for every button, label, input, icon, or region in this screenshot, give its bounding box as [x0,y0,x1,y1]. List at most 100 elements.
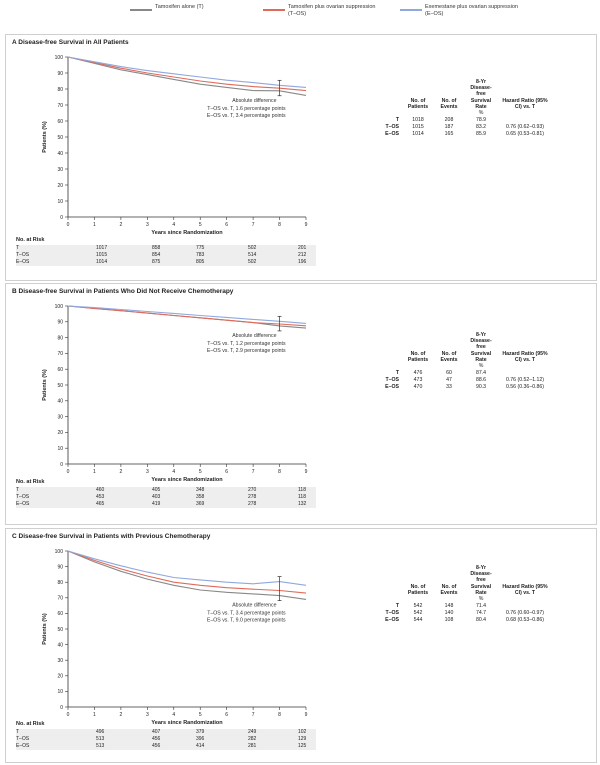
stats-header: Hazard Ratio (95% CI) vs. T [502,583,548,596]
stats-cell: 88.6 [475,377,487,384]
risk-group: T–OS [16,736,30,742]
risk-row: T 1017 858 775 502 201 [16,245,316,252]
stats-header: 8-Yr Disease-free Survival Rate [470,332,492,363]
risk-value: 805 [196,259,205,265]
x-tick-label: 9 [305,469,308,475]
risk-value: 270 [248,487,257,493]
risk-value: 502 [248,245,257,251]
x-tick-label: 1 [93,469,96,475]
risk-row: E–OS 513 456 414 281 125 [16,743,316,750]
y-tick-label: 70 [57,103,63,109]
risk-value: 396 [196,736,205,742]
stats-header [382,332,402,363]
risk-value: 102 [298,729,307,735]
risk-value: 513 [96,736,105,742]
panel-b-title: B Disease-free Survival in Patients Who … [12,288,234,295]
stats-row: T 542 148 71.4 [382,603,552,610]
panel-c-stats: No. of Patients No. of Events 8-Yr Disease… [382,565,552,624]
series-line-tos [67,550,307,594]
stats-cell: 0.68 (0.53–0.86) [505,617,545,624]
y-tick-label: 50 [57,383,63,389]
y-tick-label: 20 [57,430,63,436]
x-tick-label: 0 [67,712,70,718]
stats-row: T 476 60 87.4 [382,370,552,377]
x-tick-label: 4 [172,712,175,718]
stats-row: E–OS 1014 165 85.9 0.65 (0.53–0.81) [382,131,552,138]
y-tick-label: 80 [57,87,63,93]
stats-cell: T [395,117,399,124]
stats-unit [434,596,464,603]
risk-value: 453 [96,494,105,500]
stats-cell: 148 [444,603,454,610]
risk-group: E–OS [16,259,30,265]
y-tick-label: 30 [57,658,63,664]
stats-cell: 74.7 [475,610,487,617]
legend-swatch-eos [400,9,422,11]
risk-value: 496 [96,729,105,735]
risk-value: 278 [248,501,257,507]
stats-unit [382,596,402,603]
stats-unit [434,363,464,370]
panel-a-plot: 0 10 20 30 40 50 60 70 80 90 100 0 1 2 3 4 5 6 7 8 9 Patients… [42,55,308,235]
x-tick-label: 2 [119,222,122,228]
y-tick-label: 90 [57,71,63,77]
stats-cell [498,370,552,377]
y-tick-label: 70 [57,596,63,602]
panel-b-plot: 0 10 20 30 40 50 60 70 80 90 100 0 1 2 3 4 5 6 7 8 9 Patients… [42,304,308,482]
stats-cell: 80.4 [475,617,487,624]
stats-header [382,79,402,110]
x-tick-label: 3 [146,222,149,228]
x-tick-label: 0 [67,469,70,475]
y-tick-label: 30 [57,167,63,173]
annotation-line: T–OS vs. T, 3.4 percentage points [207,611,286,617]
panel-a-risk: No. at Risk T 1017 858 775 502 201 T–OS 1015 854 7… [16,237,316,266]
stats-cell: 208 [444,117,454,124]
annotation-heading: Absolute difference [232,98,276,104]
risk-value: 456 [152,743,161,749]
axes [67,57,306,218]
series-line-t [67,550,307,600]
risk-group: T–OS [16,494,30,500]
risk-value: 212 [298,252,307,258]
x-tick-label: 6 [225,469,228,475]
y-tick-label: 100 [55,55,64,61]
risk-group: E–OS [16,501,30,507]
stats-cell: 0.76 (0.62–0.93) [505,124,545,131]
stats-cell: 108 [444,617,454,624]
annotation-line: T–OS vs. T, 1.6 percentage points [207,106,286,112]
stats-unit: % [478,596,484,603]
risk-value: 403 [152,494,161,500]
stats-cell: 0.56 (0.36–0.86) [505,384,545,391]
risk-group: T–OS [16,252,30,258]
annotation-line: T–OS vs. T, 1.2 percentage points [207,341,286,347]
x-axis-label: Years since Randomization [151,230,223,235]
series-line-eos [67,550,307,586]
stats-cell: 71.4 [475,603,487,610]
stats-unit [402,110,434,117]
x-tick-label: 8 [278,469,281,475]
stats-cell: 470 [413,384,423,391]
stats-cell: E–OS [385,131,399,138]
series-line-eos [67,56,307,88]
stats-unit [498,596,552,603]
stats-cell: 0.76 (0.60–0.97) [505,610,545,617]
y-tick-label: 60 [57,119,63,125]
stats-table: No. of Patients No. of Events 8-Yr Disease… [382,565,552,624]
y-tick-label: 10 [57,446,63,452]
x-tick-label: 4 [172,469,175,475]
stats-cell: 0.65 (0.53–0.81) [505,131,545,138]
stats-row: E–OS 470 33 90.3 0.56 (0.36–0.86) [382,384,552,391]
annotation-line: E–OS vs. T, 3.4 percentage points [207,113,286,119]
y-tick-label: 0 [60,705,63,711]
y-tick-label: 100 [55,304,64,310]
y-tick-label: 0 [60,462,63,468]
stats-cell: 187 [444,124,454,131]
risk-group: E–OS [16,743,30,749]
panel-b: B Disease-free Survival in Patients Who … [5,283,597,525]
panel-a-stats: No. of Patients No. of Events 8-Yr Disease… [382,79,552,138]
x-tick-label: 5 [199,712,202,718]
stats-cell [498,117,552,124]
stats-header [382,565,402,596]
stats-row: T–OS 1015 187 83.2 0.76 (0.62–0.93) [382,124,552,131]
legend-swatch-tos [263,9,285,11]
